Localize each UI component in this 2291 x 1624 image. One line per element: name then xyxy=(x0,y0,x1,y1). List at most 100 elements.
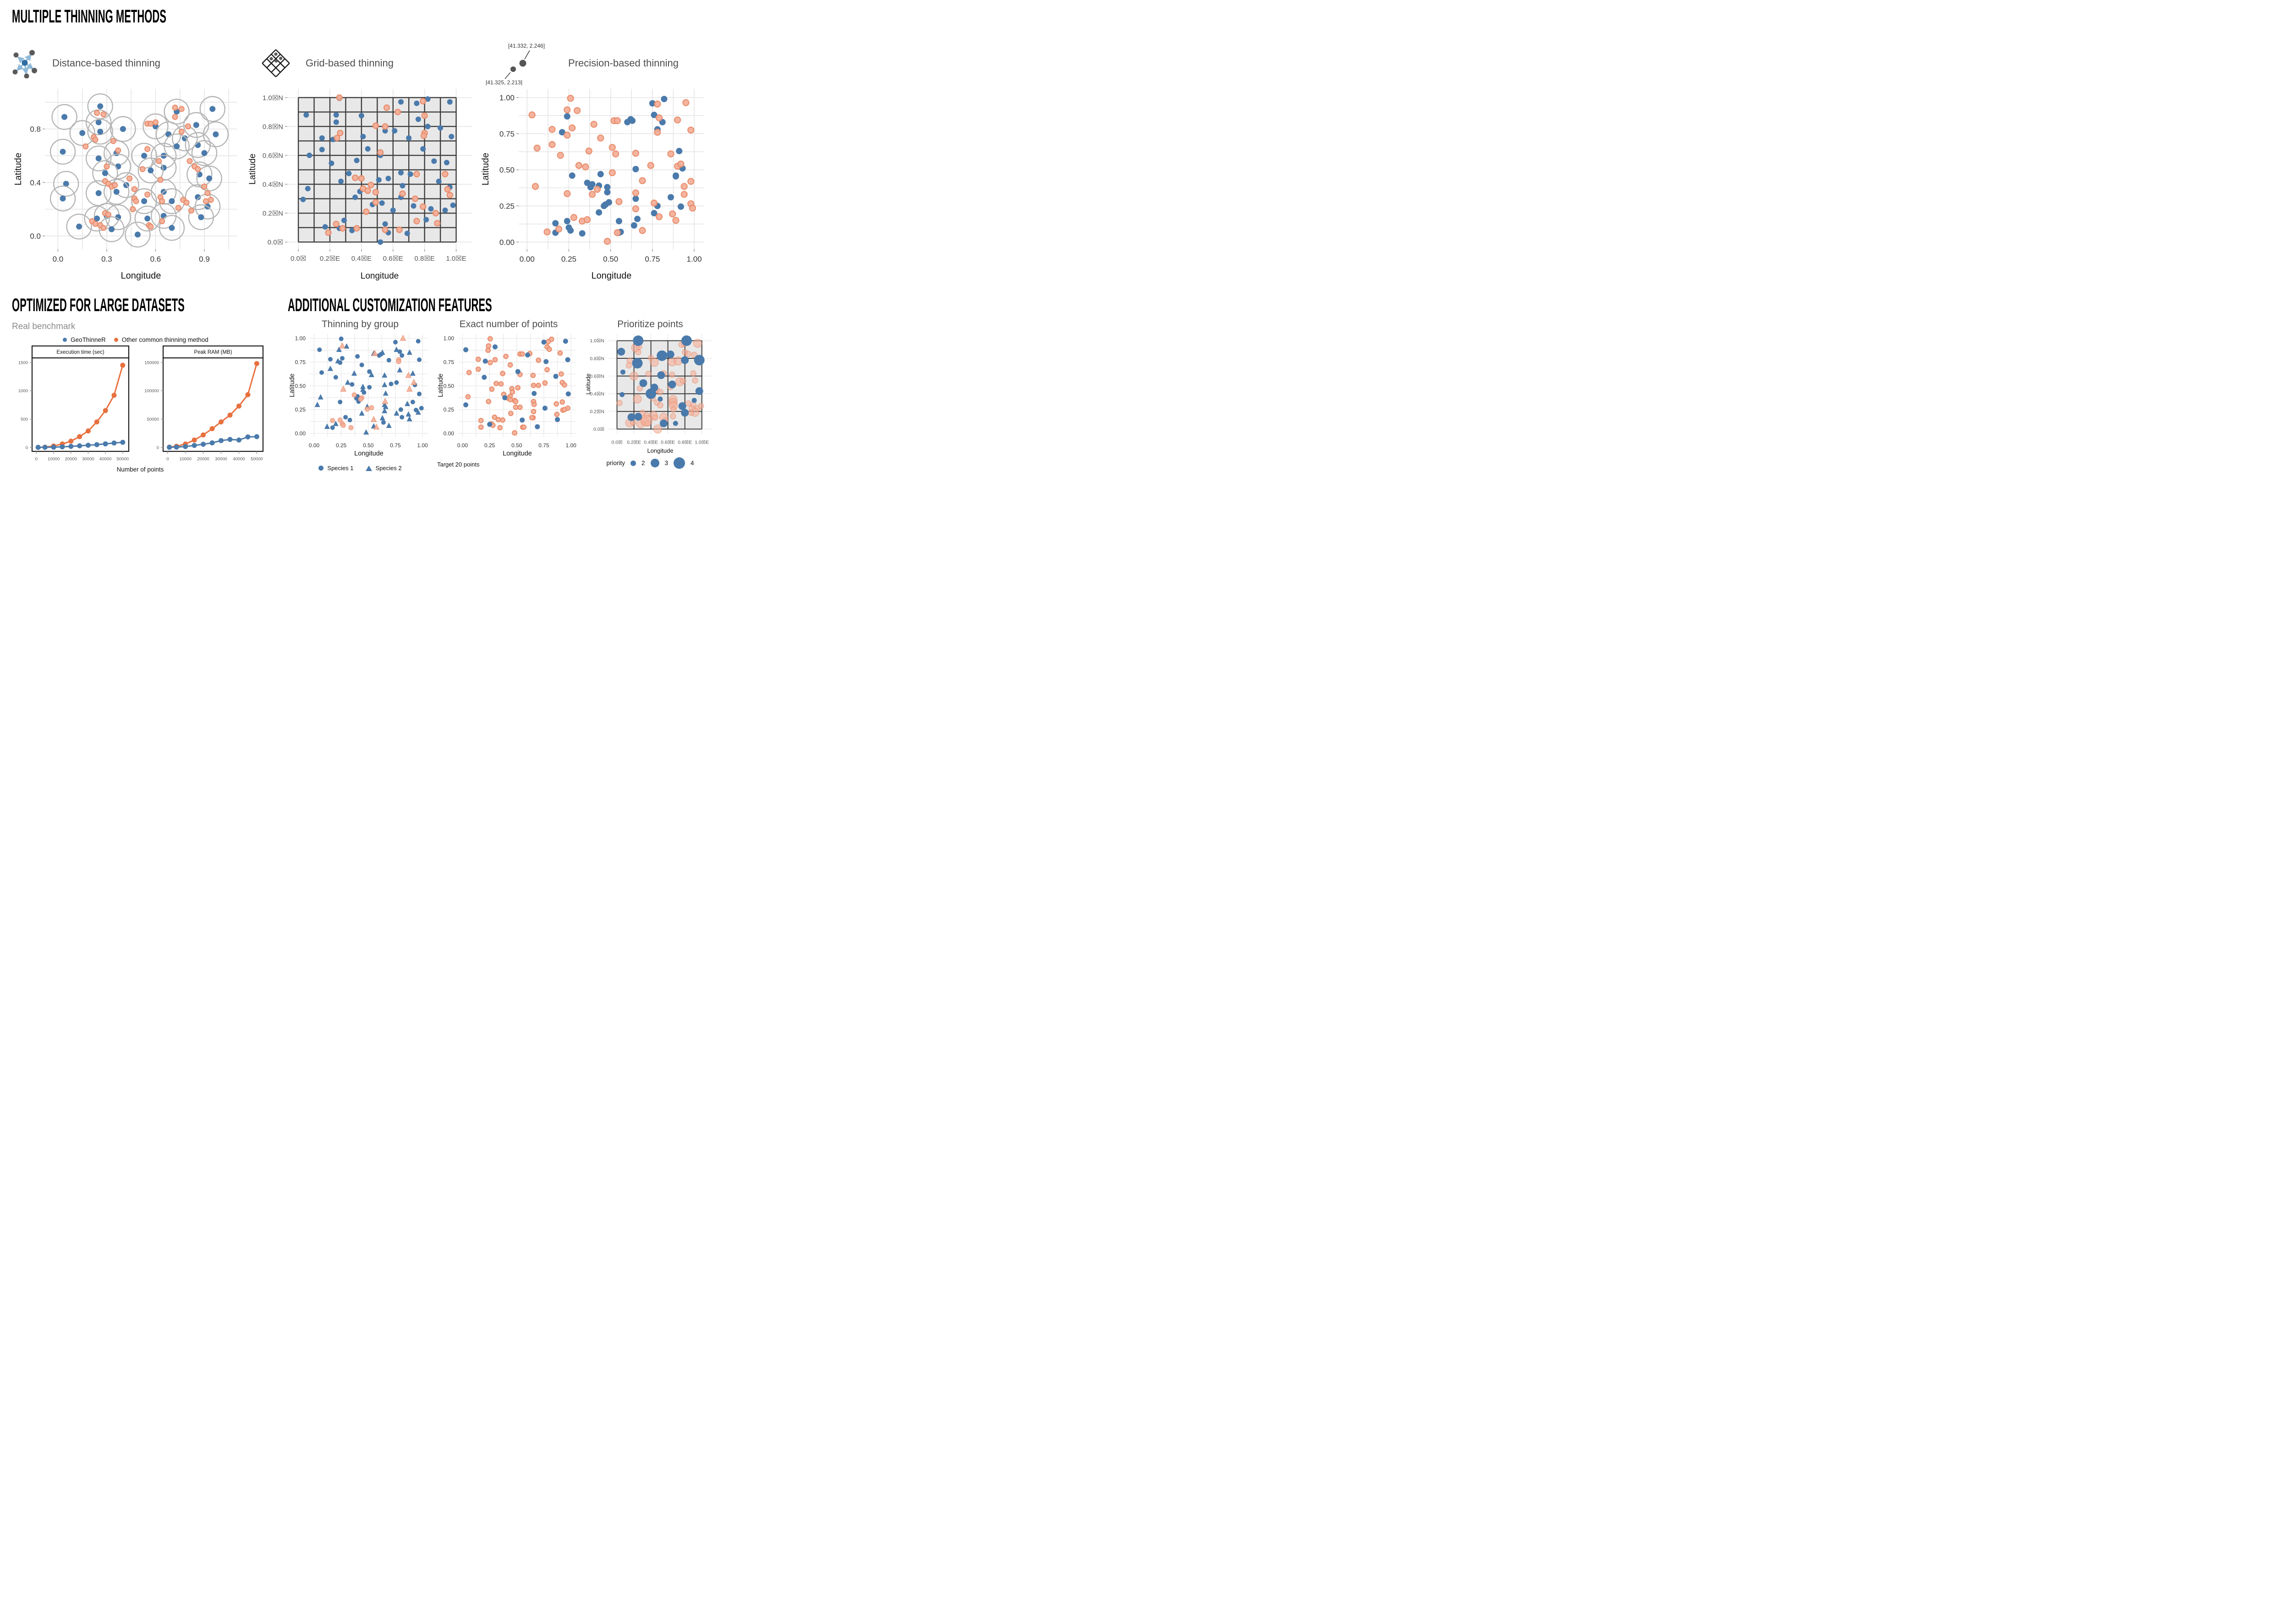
methods-section-title: MULTIPLE THINNING METHODS xyxy=(12,6,166,27)
svg-text:0.00: 0.00 xyxy=(520,255,535,263)
svg-text:Peak RAM (MB): Peak RAM (MB) xyxy=(194,350,232,355)
svg-text:0.75: 0.75 xyxy=(645,255,660,263)
svg-text:0.75: 0.75 xyxy=(499,130,515,138)
species-2-legend-item: Species 2 xyxy=(365,465,402,472)
grid-panel-label: Grid-based thinning xyxy=(306,57,394,69)
svg-text:Longitude: Longitude xyxy=(647,447,673,454)
chart-distance-thinning: 0.0 0.3 0.6 0.9 0.0 0.4 0.8 Longitude Latitude xyxy=(13,89,237,281)
svg-text:0.2☒N: 0.2☒N xyxy=(590,409,604,415)
svg-text:40000: 40000 xyxy=(99,457,111,462)
svg-text:0.0☒: 0.0☒ xyxy=(612,440,623,445)
other-method-legend-label: Other common thinning method xyxy=(121,336,208,343)
svg-text:0.25: 0.25 xyxy=(484,442,495,449)
svg-text:0.75: 0.75 xyxy=(538,442,549,449)
chart-prioritize-points: 0.0☒ 0.2☒E 0.4☒E 0.6☒E 0.8☒E 1.0☒E 0.0☒ 0.2☒N 0.… xyxy=(585,334,712,454)
precision-coord-top-label: [41.332, 2.246] xyxy=(508,43,545,49)
svg-text:1.00: 1.00 xyxy=(687,255,702,263)
svg-text:0.2☒E: 0.2☒E xyxy=(320,255,340,263)
customization-panels-row: Thinning by group 0.00 0.25 0.50 0.75 1.00 0.… xyxy=(288,319,718,472)
svg-text:Latitude: Latitude xyxy=(437,373,444,397)
chart-execution-time: Execution time (sec)0 10000 20000 30000 4000… xyxy=(18,345,130,462)
priority-4-label: 4 xyxy=(691,460,694,466)
svg-text:0.75: 0.75 xyxy=(444,359,455,366)
panel-prioritize-points: Prioritize points 0.0☒ 0.2☒E 0.4☒E 0.6☒E 0.8… xyxy=(585,319,716,472)
svg-text:40000: 40000 xyxy=(233,457,245,462)
svg-text:0.2☒E: 0.2☒E xyxy=(627,440,641,445)
benchmark-section-title: OPTIMIZED FOR LARGE DATASETS xyxy=(12,295,185,315)
geothinner-legend-label: GeoThinneR xyxy=(71,336,106,343)
svg-text:0.25: 0.25 xyxy=(499,202,515,211)
svg-text:20000: 20000 xyxy=(65,457,77,462)
svg-text:0.75: 0.75 xyxy=(390,442,401,449)
species-1-label: Species 1 xyxy=(327,465,354,472)
benchmark-x-axis-label: Number of points xyxy=(116,466,164,473)
chart-precision-thinning: 0.00 0.25 0.50 0.75 1.00 0.00 0.25 0.50 0.75 1.00… xyxy=(481,89,705,281)
svg-text:Longitude: Longitude xyxy=(121,271,161,281)
svg-text:0.25: 0.25 xyxy=(295,406,306,413)
svg-text:Longitude: Longitude xyxy=(503,450,532,457)
svg-text:30000: 30000 xyxy=(215,457,227,462)
grid-thinning-icon xyxy=(262,49,290,77)
svg-text:0: 0 xyxy=(166,457,169,462)
svg-text:1.0☒E: 1.0☒E xyxy=(695,440,709,445)
svg-text:1.00: 1.00 xyxy=(295,335,306,342)
bottom-row: OPTIMIZED FOR LARGE DATASETS Real benchm… xyxy=(12,295,718,473)
panel-distance-thinning: Distance-based thinning 0.0 0.3 0.6 0.9 0.0 0… xyxy=(12,41,246,281)
chart-grid-thinning: 0.0☒ 0.2☒E 0.4☒E 0.6☒E 0.8☒E 1.0☒E 0.0☒ 0.2☒N 0.… xyxy=(248,89,472,281)
poster: MULTIPLE THINNING METHODS xyxy=(0,0,718,501)
panel-precision-thinning: [41.332, 2.246] [41.325, 2.213] Precisio… xyxy=(480,41,718,281)
methods-panels-row: Distance-based thinning 0.0 0.3 0.6 0.9 0.0 0… xyxy=(12,41,718,281)
svg-text:1.00: 1.00 xyxy=(444,335,455,342)
priority-legend: priority 2 3 4 xyxy=(606,457,694,469)
precision-panel-header: [41.332, 2.246] [41.325, 2.213] Precisio… xyxy=(480,41,718,85)
svg-text:0.00: 0.00 xyxy=(457,442,468,449)
svg-text:0.00: 0.00 xyxy=(444,430,455,437)
svg-text:1500: 1500 xyxy=(18,360,28,365)
target-points-caption: Target 20 points xyxy=(437,461,480,468)
species-2-triangle-icon xyxy=(365,465,372,471)
svg-text:0.6☒E: 0.6☒E xyxy=(661,440,675,445)
distance-thinning-icon xyxy=(12,50,37,78)
customization-section: ADDITIONAL CUSTOMIZATION FEATURES Thinni… xyxy=(282,295,718,473)
svg-text:0.8☒E: 0.8☒E xyxy=(415,255,435,263)
priority-2-circle-icon xyxy=(630,460,636,466)
species-2-label: Species 2 xyxy=(375,465,402,472)
distance-panel-label: Distance-based thinning xyxy=(52,57,161,69)
svg-text:0.0☒: 0.0☒ xyxy=(593,427,604,432)
svg-text:0: 0 xyxy=(35,457,38,462)
chart-peak-ram: Peak RAM (MB) 0 10000 20000 30000 40000 50000 0… xyxy=(144,345,264,462)
svg-text:0.0: 0.0 xyxy=(30,232,41,241)
panel-grid-thinning: Grid-based thinning 0.0☒ 0.2☒E 0.4☒E 0.6☒E 0… xyxy=(246,41,480,281)
svg-text:0.8☒N: 0.8☒N xyxy=(590,356,604,362)
svg-text:Latitude: Latitude xyxy=(481,153,491,185)
svg-text:0.4☒E: 0.4☒E xyxy=(351,255,372,263)
svg-text:1.0☒N: 1.0☒N xyxy=(263,94,283,102)
other-method-legend-dot xyxy=(114,338,118,342)
geothinner-legend-dot xyxy=(63,338,67,342)
svg-text:0.2☒N: 0.2☒N xyxy=(263,210,283,218)
precision-panel-label: Precision-based thinning xyxy=(568,57,679,69)
benchmark-subtitle: Real benchmark xyxy=(12,322,76,331)
precision-thinning-icon: [41.332, 2.246] [41.325, 2.213] xyxy=(486,43,545,85)
priority-2-label: 2 xyxy=(641,460,645,466)
svg-text:0.8: 0.8 xyxy=(30,125,41,134)
svg-text:Latitude: Latitude xyxy=(13,153,23,185)
svg-text:1.00: 1.00 xyxy=(565,442,576,449)
svg-text:0.4☒E: 0.4☒E xyxy=(644,440,658,445)
svg-text:1000: 1000 xyxy=(18,389,28,394)
svg-text:0.8☒E: 0.8☒E xyxy=(678,440,692,445)
svg-text:1.0☒E: 1.0☒E xyxy=(446,255,466,263)
chart-exact-number: 0.00 0.25 0.50 0.75 1.00 0.00 0.25 0.50 0.75 1.00… xyxy=(437,334,576,457)
svg-text:20000: 20000 xyxy=(197,457,209,462)
svg-text:50000: 50000 xyxy=(251,457,263,462)
chart-thinning-by-group: 0.00 0.25 0.50 0.75 1.00 0.00 0.25 0.50 0.75 1.00… xyxy=(289,334,428,457)
svg-text:0.0: 0.0 xyxy=(53,255,64,263)
grid-panel-header: Grid-based thinning xyxy=(246,41,480,85)
svg-text:1.00: 1.00 xyxy=(417,442,428,449)
benchmark-charts: Execution time (sec) 0 10000 20000 30000 4000… xyxy=(12,344,282,469)
svg-text:0.50: 0.50 xyxy=(444,383,455,389)
svg-text:0.00: 0.00 xyxy=(295,430,306,437)
customization-section-header: ADDITIONAL CUSTOMIZATION FEATURES xyxy=(288,295,718,316)
svg-text:Longitude: Longitude xyxy=(354,450,384,457)
prioritize-points-title: Prioritize points xyxy=(617,319,683,329)
